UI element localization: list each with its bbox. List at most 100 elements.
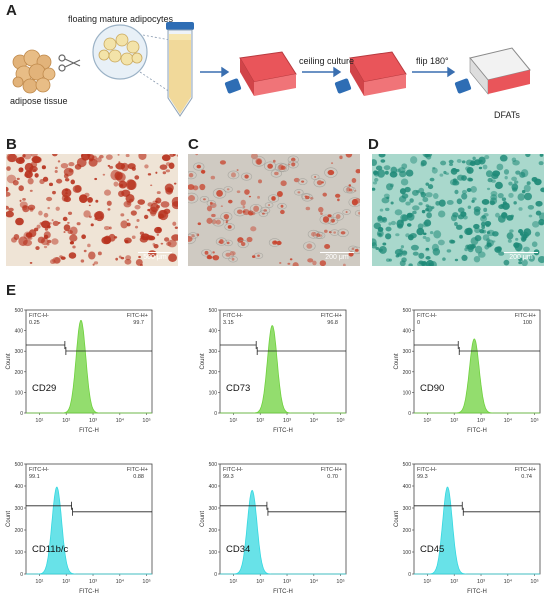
stained-cell xyxy=(176,154,178,157)
stained-cell xyxy=(43,231,51,239)
cell-outline xyxy=(237,239,249,249)
stained-cell xyxy=(29,261,33,264)
y-axis-label: Count xyxy=(6,353,12,369)
y-tick-label: 200 xyxy=(403,528,412,534)
cell-outline xyxy=(220,212,233,222)
scale-bar-d-label: 200 μm xyxy=(509,254,533,261)
stained-cell xyxy=(38,210,43,216)
stained-cell xyxy=(250,154,258,160)
stained-cell xyxy=(230,172,236,178)
flow-histogram-cd73: 0 100 200 300 400 500 10¹ 10² 10³ 10⁴ 10⁵ FITC-H Cou… xyxy=(200,308,347,434)
x-axis-label: FITC-H xyxy=(273,428,293,434)
stained-cell xyxy=(279,262,282,264)
stained-cell xyxy=(472,197,477,201)
stained-cell xyxy=(446,249,452,253)
stained-cell xyxy=(162,171,167,175)
stained-cell xyxy=(160,242,164,245)
stained-cell xyxy=(408,263,413,266)
stained-cell xyxy=(337,198,340,202)
stained-cell xyxy=(64,178,70,182)
stained-cell xyxy=(287,262,291,265)
cell-outline xyxy=(348,245,358,252)
stained-cell xyxy=(518,207,523,211)
stained-cell xyxy=(340,231,346,235)
stained-cell xyxy=(307,258,314,263)
centrifuge-tube-icon xyxy=(166,22,194,117)
stained-cell xyxy=(131,235,136,239)
stained-cell xyxy=(44,227,49,231)
pos-gate-label: FITC-H+ xyxy=(127,467,148,473)
neg-gate-percent: 99.3 xyxy=(223,474,234,480)
cell-outline xyxy=(315,232,326,239)
x-tick-label: 10⁴ xyxy=(116,578,125,585)
stained-cell xyxy=(16,177,20,180)
stained-cell xyxy=(280,180,287,187)
stained-cell xyxy=(456,198,463,205)
neg-gate-percent: 3.15 xyxy=(223,320,234,326)
stained-cell xyxy=(378,154,386,158)
stained-cell xyxy=(150,184,153,187)
flow-histogram-cd45: 0 100 200 300 400 500 10¹ 10² 10³ 10⁴ 10⁵ FITC-H Cou… xyxy=(394,462,541,595)
stained-cell xyxy=(526,181,531,185)
stained-cell xyxy=(451,168,457,172)
stained-cell xyxy=(502,201,507,205)
stained-cell xyxy=(478,156,486,165)
cell-outline xyxy=(212,188,227,199)
stained-cell xyxy=(385,226,392,232)
scale-bar-d: 200 μm xyxy=(504,252,538,261)
stained-cell xyxy=(394,249,403,256)
stained-cell xyxy=(96,157,102,163)
neg-gate-label: FITC-H- xyxy=(417,467,437,473)
stained-cell xyxy=(482,164,488,170)
stained-cell xyxy=(80,154,84,157)
cell-outline xyxy=(188,233,196,245)
stained-cell xyxy=(156,191,161,195)
stained-cell xyxy=(378,246,387,254)
stained-cell xyxy=(52,190,56,195)
micrograph-c-image xyxy=(188,154,360,266)
stained-cell xyxy=(255,157,263,165)
cell-outline xyxy=(212,217,225,227)
x-tick-label: 10¹ xyxy=(229,418,237,424)
stained-cell xyxy=(76,222,81,226)
stained-cell xyxy=(163,208,171,215)
stained-cell xyxy=(152,242,156,246)
cell-outline xyxy=(224,223,235,231)
stained-cell xyxy=(276,190,283,197)
stained-cell xyxy=(55,206,60,211)
stained-cell xyxy=(90,223,94,227)
dfat-workflow-schematic xyxy=(12,22,531,117)
stained-cell xyxy=(168,162,175,169)
stained-cell xyxy=(165,187,173,195)
stained-cell xyxy=(297,191,301,194)
cell-outline xyxy=(345,186,356,194)
stained-cell xyxy=(94,177,98,181)
stained-cell xyxy=(39,222,43,225)
stained-cell xyxy=(527,204,535,210)
stained-cell xyxy=(388,258,392,262)
stained-cell xyxy=(439,173,444,177)
stained-cell xyxy=(115,162,126,170)
pos-gate-percent: 100 xyxy=(523,320,532,326)
stained-cell xyxy=(48,222,52,225)
stained-cell xyxy=(400,245,405,249)
pos-gate-percent: 0.74 xyxy=(521,474,532,480)
stained-cell xyxy=(159,164,168,170)
pos-gate-label: FITC-H+ xyxy=(515,313,536,319)
cell-outline xyxy=(199,196,210,203)
stained-cell xyxy=(455,224,463,230)
pos-gate-label: FITC-H+ xyxy=(321,313,342,319)
y-tick-label: 200 xyxy=(15,370,24,376)
stained-cell xyxy=(431,167,438,174)
stained-cell xyxy=(135,258,143,266)
stained-cell xyxy=(406,212,413,218)
stained-cell xyxy=(120,256,125,260)
cell-outline xyxy=(267,194,280,203)
stained-cell xyxy=(29,207,34,212)
micrograph-d-image xyxy=(372,154,544,266)
stained-cell xyxy=(88,215,92,219)
stained-cell xyxy=(216,190,223,197)
stained-cell xyxy=(188,172,194,178)
stained-cell xyxy=(67,221,70,224)
stained-cell xyxy=(253,205,260,212)
